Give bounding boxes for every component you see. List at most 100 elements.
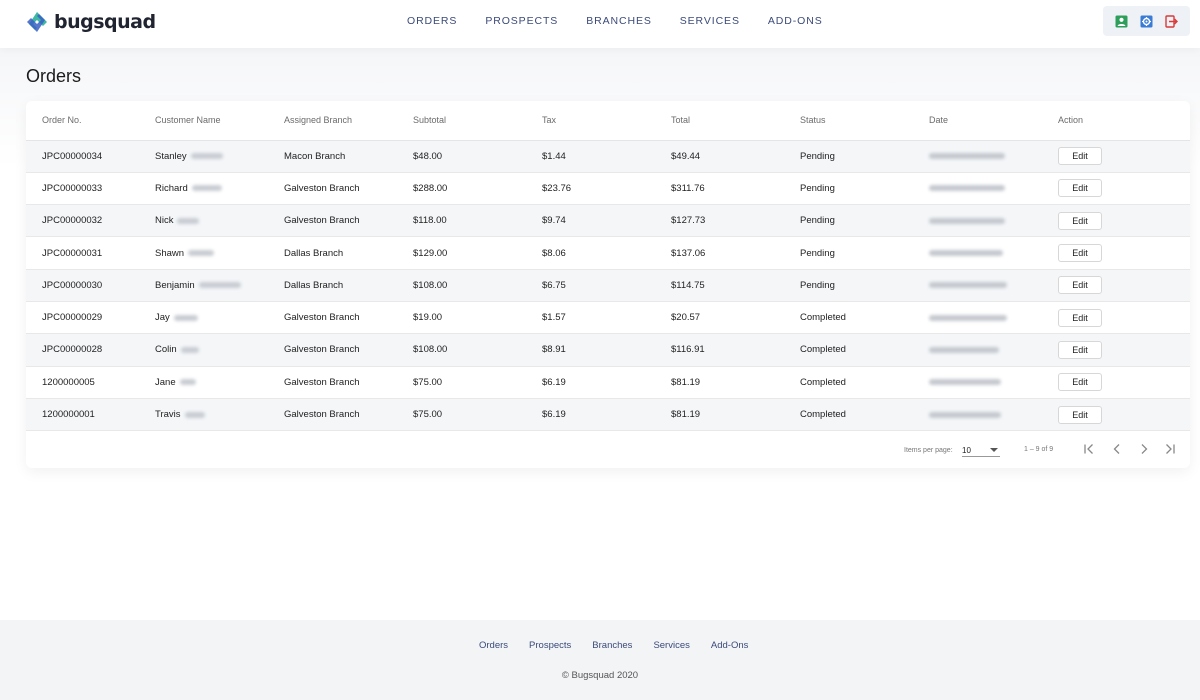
cell-date — [913, 236, 1042, 270]
edit-order-button[interactable]: Edit — [1058, 244, 1102, 263]
next-page-button[interactable] — [1135, 440, 1153, 458]
customer-first-name: Shawn — [155, 247, 185, 259]
top-navbar: bugsquad ORDERS PROSPECTS BRANCHES SERVI… — [0, 0, 1200, 48]
customer-first-name: Jane — [155, 376, 176, 388]
orders-table-card: Order No. Customer Name Assigned Branch … — [26, 101, 1190, 468]
col-total[interactable]: Total — [655, 101, 784, 141]
brand-logo[interactable]: bugsquad — [26, 10, 156, 34]
edit-order-button[interactable]: Edit — [1058, 405, 1102, 424]
cell-total: $81.19 — [655, 366, 784, 399]
cell-customer-name: Jane — [139, 366, 268, 399]
last-page-button[interactable] — [1161, 440, 1179, 458]
cell-order-no: JPC00000030 — [26, 269, 139, 302]
cell-customer-name: Benjamin — [139, 269, 268, 302]
footer-link-branches[interactable]: Branches — [592, 640, 633, 651]
edit-order-button[interactable]: Edit — [1058, 211, 1102, 230]
cell-branch: Galveston Branch — [268, 333, 397, 367]
logout-icon — [1165, 14, 1178, 28]
table-row[interactable]: JPC00000028 Colin Galveston Branch $108.00 $… — [26, 333, 1190, 367]
cell-customer-name: Richard — [139, 172, 268, 206]
cell-customer-name: Shawn — [139, 236, 268, 270]
table-row[interactable]: JPC00000031 Shawn Dallas Branch $129.00 $8.0… — [26, 236, 1190, 270]
cell-total: $114.75 — [655, 269, 784, 302]
col-action: Action — [1042, 101, 1190, 141]
items-per-page-value: 10 — [962, 446, 971, 455]
cell-date — [913, 140, 1042, 173]
nav-services[interactable]: SERVICES — [679, 15, 740, 27]
cell-tax: $8.06 — [526, 236, 655, 270]
cell-date — [913, 301, 1042, 335]
footer-link-prospects[interactable]: Prospects — [529, 640, 572, 651]
nav-orders[interactable]: ORDERS — [407, 15, 458, 27]
nav-branches[interactable]: BRANCHES — [586, 15, 652, 27]
cell-customer-name: Colin — [139, 333, 268, 367]
first-page-button[interactable] — [1080, 440, 1098, 458]
col-order-no[interactable]: Order No. — [26, 101, 139, 141]
nav-add-ons[interactable]: ADD-ONS — [767, 15, 823, 27]
chevron-down-icon — [990, 448, 998, 452]
cell-tax: $6.75 — [526, 269, 655, 302]
page-range-label: 1 – 9 of 9 — [1024, 446, 1054, 453]
user-profile-icon — [1115, 15, 1128, 27]
items-per-page-select[interactable]: 10 — [962, 443, 1000, 457]
redacted-last-name — [184, 411, 205, 418]
cell-branch: Dallas Branch — [268, 236, 397, 270]
cell-subtotal: $75.00 — [397, 366, 526, 399]
cell-subtotal: $75.00 — [397, 398, 526, 432]
table-row[interactable]: JPC00000034 Stanley Macon Branch $48.00 $1.4… — [26, 140, 1190, 173]
cell-date — [913, 269, 1042, 302]
redacted-date — [929, 185, 1005, 192]
table-row[interactable]: JPC00000029 Jay Galveston Branch $19.00 $1.5… — [26, 301, 1190, 335]
redacted-date — [929, 250, 1003, 257]
redacted-date — [929, 153, 1005, 160]
cell-order-no: 1200000005 — [26, 366, 139, 399]
cell-customer-name: Nick — [139, 204, 268, 238]
brand-name: bugsquad — [54, 11, 156, 33]
edit-order-button[interactable]: Edit — [1058, 308, 1102, 327]
redacted-last-name — [180, 346, 199, 353]
table-row[interactable]: JPC00000032 Nick Galveston Branch $118.00 $9… — [26, 204, 1190, 238]
cell-action: Edit — [1042, 366, 1190, 399]
footer-link-orders[interactable]: Orders — [479, 640, 509, 651]
cell-order-no: JPC00000028 — [26, 333, 139, 367]
settings-gear-icon — [1140, 15, 1153, 27]
nav-prospects[interactable]: PROSPECTS — [485, 15, 559, 27]
cell-status: Pending — [784, 236, 913, 270]
profile-button[interactable] — [1114, 13, 1130, 29]
col-date[interactable]: Date — [913, 101, 1042, 141]
col-subtotal[interactable]: Subtotal — [397, 101, 526, 141]
redacted-last-name — [190, 153, 223, 160]
table-row[interactable]: 1200000001 Travis Galveston Branch $75.00 $6… — [26, 398, 1190, 432]
table-row[interactable]: JPC00000033 Richard Galveston Branch $288.0… — [26, 172, 1190, 206]
edit-order-button[interactable]: Edit — [1058, 179, 1102, 198]
customer-first-name: Stanley — [155, 150, 187, 162]
col-customer-name[interactable]: Customer Name — [139, 101, 268, 141]
cell-tax: $1.57 — [526, 301, 655, 335]
previous-page-button[interactable] — [1108, 440, 1126, 458]
col-assigned-branch[interactable]: Assigned Branch — [268, 101, 397, 141]
cell-subtotal: $48.00 — [397, 140, 526, 173]
cell-tax: $9.74 — [526, 204, 655, 238]
chevron-right-icon — [1141, 444, 1148, 454]
cell-subtotal: $19.00 — [397, 301, 526, 335]
redacted-last-name — [173, 314, 198, 321]
footer-link-services[interactable]: Services — [653, 640, 690, 651]
cell-order-no: 1200000001 — [26, 398, 139, 432]
edit-order-button[interactable]: Edit — [1058, 373, 1102, 392]
col-status[interactable]: Status — [784, 101, 913, 141]
col-tax[interactable]: Tax — [526, 101, 655, 141]
footer-link-add-ons[interactable]: Add-Ons — [710, 640, 749, 651]
cell-customer-name: Jay — [139, 301, 268, 335]
header-tools — [1103, 6, 1190, 36]
cell-order-no: JPC00000032 — [26, 204, 139, 238]
cell-subtotal: $118.00 — [397, 204, 526, 238]
cell-date — [913, 204, 1042, 238]
table-row[interactable]: JPC00000030 Benjamin Dallas Branch $108.00 $… — [26, 269, 1190, 302]
settings-button[interactable] — [1139, 13, 1155, 29]
edit-order-button[interactable]: Edit — [1058, 276, 1102, 295]
logout-button[interactable] — [1164, 13, 1180, 29]
table-row[interactable]: 1200000005 Jane Galveston Branch $75.00 $6.1… — [26, 366, 1190, 399]
cell-action: Edit — [1042, 140, 1190, 173]
edit-order-button[interactable]: Edit — [1058, 340, 1102, 359]
edit-order-button[interactable]: Edit — [1058, 147, 1102, 166]
